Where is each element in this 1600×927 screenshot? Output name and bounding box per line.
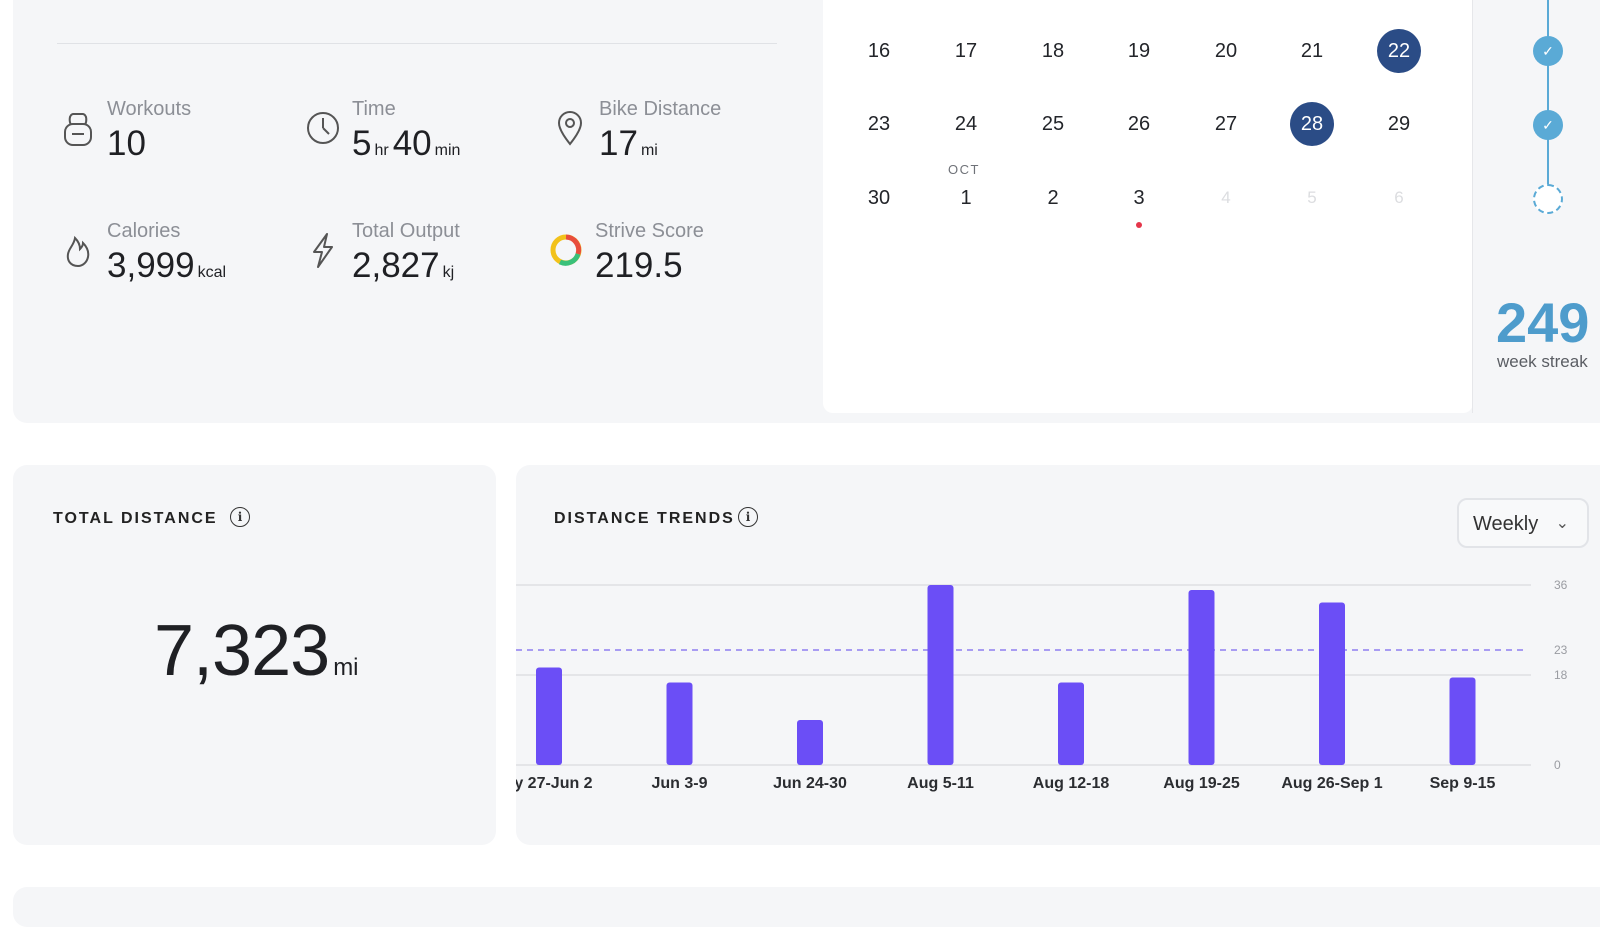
calendar-day[interactable]: 18 bbox=[1041, 40, 1065, 62]
strive-score-value: 219.5 bbox=[595, 246, 683, 285]
x-tick-label: Aug 5-11 bbox=[907, 775, 974, 792]
chevron-down-icon: ⌄ bbox=[1555, 515, 1569, 532]
calendar-day[interactable]: 26 bbox=[1127, 113, 1151, 135]
lightning-icon bbox=[313, 233, 333, 268]
calendar-day[interactable]: 21 bbox=[1300, 40, 1324, 62]
calendar-day[interactable]: 23 bbox=[867, 113, 891, 135]
distance-trends-card bbox=[516, 465, 1600, 845]
bike-distance-label: Bike Distance bbox=[599, 98, 722, 120]
calendar-day[interactable]: 1 bbox=[960, 187, 972, 209]
distance-trends-chart: 0 18 23 36 ay 27-Jun 2 Jun 3-9 Jun 24-30 Aug 5-… bbox=[516, 578, 1568, 792]
bar bbox=[797, 720, 823, 765]
streak-label: week streak bbox=[1497, 352, 1588, 371]
streak-separator bbox=[1472, 0, 1473, 413]
calendar-day[interactable]: 3 bbox=[1133, 187, 1145, 209]
x-tick-label: Aug 19-25 bbox=[1163, 775, 1240, 792]
info-icon[interactable]: i bbox=[230, 507, 250, 527]
location-pin-icon bbox=[557, 111, 583, 146]
period-select-value: Weekly bbox=[1473, 513, 1539, 535]
total-output-label: Total Output bbox=[352, 220, 460, 242]
divider bbox=[57, 43, 777, 44]
month-marker: OCT bbox=[948, 162, 980, 177]
x-tick-label: Jun 3-9 bbox=[651, 775, 707, 792]
bar bbox=[1449, 677, 1476, 765]
ring-icon bbox=[550, 234, 582, 266]
calendar-day[interactable]: 17 bbox=[954, 40, 978, 62]
pending-week-icon bbox=[1533, 184, 1563, 214]
total-distance-value: 7,323 mi bbox=[154, 611, 359, 691]
x-tick-label: Aug 26-Sep 1 bbox=[1281, 775, 1382, 792]
bar bbox=[536, 667, 562, 765]
flame-icon bbox=[66, 235, 90, 268]
calendar-day[interactable]: 6 bbox=[1394, 188, 1404, 207]
calendar-day[interactable]: 16 bbox=[867, 40, 891, 62]
bottom-card bbox=[13, 887, 1600, 927]
calendar-day[interactable]: 28 bbox=[1290, 102, 1334, 146]
bar bbox=[927, 585, 954, 765]
calendar-day[interactable]: 29 bbox=[1387, 113, 1411, 135]
calendar-day[interactable]: 5 bbox=[1307, 188, 1317, 207]
x-tick-label: Sep 9-15 bbox=[1430, 775, 1496, 792]
time-value: 5 hr 40 min bbox=[352, 124, 461, 163]
bar bbox=[1188, 590, 1215, 765]
x-tick-label: ay 27-Jun 2 bbox=[516, 775, 593, 792]
streak-number: 249 bbox=[1496, 291, 1590, 354]
calendar-day[interactable]: 27 bbox=[1214, 113, 1238, 135]
y-tick-label: 18 bbox=[1554, 668, 1568, 682]
y-tick-label: 23 bbox=[1554, 643, 1568, 657]
bar bbox=[1058, 682, 1084, 765]
calendar-day[interactable]: 25 bbox=[1041, 113, 1065, 135]
y-tick-label: 0 bbox=[1554, 758, 1561, 772]
workouts-value: 10 bbox=[107, 124, 146, 163]
distance-trends-title: DISTANCE TRENDS bbox=[554, 510, 735, 527]
calendar-day[interactable]: 20 bbox=[1214, 40, 1238, 62]
check-icon: ✓ bbox=[1533, 110, 1563, 140]
calories-label: Calories bbox=[107, 220, 181, 242]
streak-timeline bbox=[1547, 0, 1549, 185]
calendar-panel bbox=[823, 0, 1473, 413]
calories-value: 3,999 kcal bbox=[107, 246, 227, 285]
calendar-day[interactable]: 22 bbox=[1377, 29, 1421, 73]
kettlebell-icon bbox=[64, 113, 92, 146]
total-distance-card bbox=[13, 465, 496, 845]
x-tick-label: Jun 24-30 bbox=[773, 775, 847, 792]
bar bbox=[666, 682, 693, 765]
total-distance-title: TOTAL DISTANCE bbox=[53, 510, 218, 527]
workouts-label: Workouts bbox=[107, 98, 192, 120]
bar bbox=[1319, 602, 1345, 765]
period-select[interactable]: Weekly ⌄ bbox=[1457, 498, 1589, 548]
calendar-day[interactable]: 2 bbox=[1047, 187, 1059, 209]
today-marker-dot bbox=[1136, 222, 1142, 228]
calendar-day[interactable]: 19 bbox=[1127, 40, 1151, 62]
calendar-day[interactable]: 24 bbox=[954, 113, 978, 135]
total-output-value: 2,827 kj bbox=[352, 246, 455, 285]
strive-score-label: Strive Score bbox=[595, 220, 704, 242]
check-icon: ✓ bbox=[1533, 36, 1563, 66]
calendar-day[interactable]: 30 bbox=[867, 187, 891, 209]
x-tick-label: Aug 12-18 bbox=[1033, 775, 1110, 792]
info-icon[interactable]: i bbox=[738, 507, 758, 527]
calendar-day[interactable]: 4 bbox=[1221, 188, 1231, 207]
clock-icon bbox=[307, 112, 339, 144]
y-tick-label: 36 bbox=[1554, 578, 1568, 592]
bike-distance-value: 17 mi bbox=[599, 124, 658, 163]
time-label: Time bbox=[352, 98, 396, 120]
